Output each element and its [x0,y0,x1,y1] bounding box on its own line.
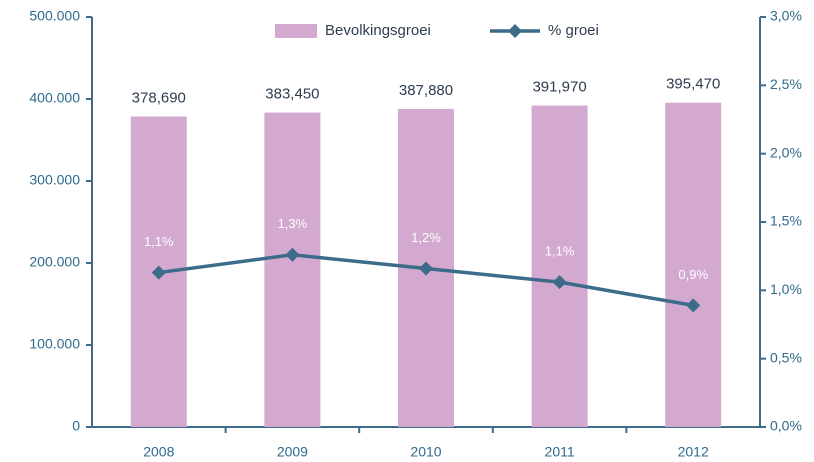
line-marker [419,261,433,276]
line-value-label: 0,9% [678,267,708,282]
bar-value-label: 395,470 [666,76,720,93]
x-tick-label: 2011 [545,444,575,460]
legend-label: % groei [548,22,599,39]
y-tick-label: 100.000 [29,336,80,352]
line-marker [552,275,567,290]
x-tick-label: 2010 [410,444,441,460]
y2-tick-label: 0,5% [770,349,802,365]
y2-tick-label: 0,0% [770,418,802,434]
y2-tick-label: 2,0% [770,144,802,160]
y-tick-label: 500.000 [29,8,80,24]
bar [264,112,321,428]
y-tick-label: 400.000 [29,90,80,106]
y2-tick-label: 1,5% [770,213,802,229]
x-tick-label: 2008 [143,444,174,460]
y-tick-label: 0 [72,418,80,434]
x-tick-label: 2009 [277,444,308,460]
y2-tick-label: 3,0% [770,8,802,24]
legend-marker [508,24,522,38]
bar-value-label: 387,880 [399,82,453,99]
bar [665,102,722,427]
legend-label: Bevolkingsgroei [325,22,431,39]
bar [531,105,588,428]
x-tick-label: 2012 [678,444,709,460]
line-marker [285,247,300,262]
line-marker [151,265,166,280]
bar-value-label: 378,690 [132,89,186,106]
y-tick-label: 200.000 [29,254,80,270]
line-value-label: 1,2% [411,230,441,245]
line-marker [686,298,701,313]
legend-swatch [275,24,317,38]
y2-tick-label: 2,5% [770,76,802,92]
line-value-label: 1,1% [144,234,174,249]
line-value-label: 1,1% [545,244,575,259]
bar-value-label: 383,450 [265,86,319,103]
bar-value-label: 391,970 [532,79,586,96]
y2-tick-label: 1,0% [770,281,802,297]
line-value-label: 1,3% [278,216,308,231]
y-tick-label: 300.000 [29,172,80,188]
